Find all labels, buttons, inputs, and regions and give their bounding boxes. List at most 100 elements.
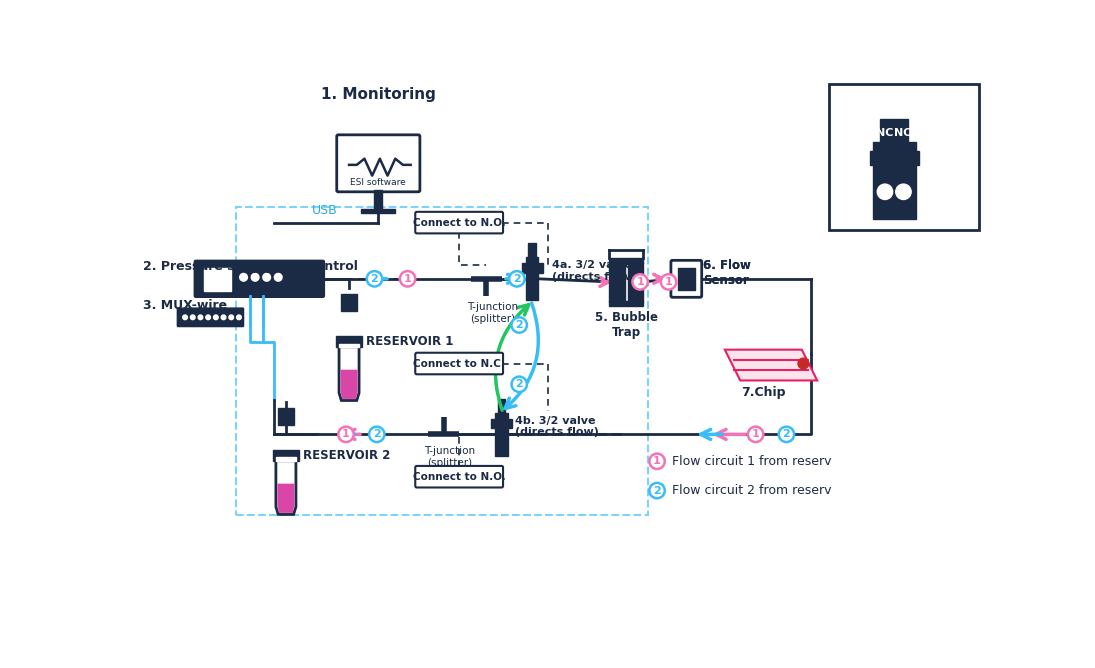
Text: USB: USB bbox=[312, 204, 337, 217]
Text: 2: 2 bbox=[516, 379, 523, 389]
Bar bbox=[869, 151, 919, 165]
Circle shape bbox=[633, 274, 648, 290]
Text: 7.Chip: 7.Chip bbox=[741, 385, 785, 399]
Circle shape bbox=[369, 427, 384, 442]
Text: 1. Monitoring: 1. Monitoring bbox=[321, 87, 436, 102]
Bar bbox=[880, 119, 908, 142]
Text: 2: 2 bbox=[654, 486, 661, 496]
Circle shape bbox=[779, 427, 794, 442]
FancyBboxPatch shape bbox=[194, 261, 324, 297]
Circle shape bbox=[509, 271, 525, 287]
Text: 1: 1 bbox=[342, 430, 349, 440]
FancyBboxPatch shape bbox=[671, 261, 702, 297]
Text: 1: 1 bbox=[665, 277, 672, 287]
Bar bbox=[336, 336, 362, 347]
Circle shape bbox=[198, 315, 203, 319]
Text: Flow circuit 1 from reserv: Flow circuit 1 from reserv bbox=[672, 455, 832, 468]
Bar bbox=[521, 263, 528, 273]
Text: 2: 2 bbox=[514, 274, 521, 284]
Circle shape bbox=[237, 315, 241, 319]
Text: 2. Pressure supply and control: 2. Pressure supply and control bbox=[143, 260, 358, 273]
Bar bbox=[529, 243, 537, 257]
Bar bbox=[829, 84, 979, 230]
Bar bbox=[497, 399, 506, 413]
Circle shape bbox=[896, 184, 911, 200]
Circle shape bbox=[240, 273, 247, 281]
Text: 1: 1 bbox=[636, 277, 644, 287]
Circle shape bbox=[275, 273, 283, 281]
Circle shape bbox=[191, 315, 195, 319]
Bar bbox=[609, 301, 643, 306]
Polygon shape bbox=[276, 460, 296, 514]
Circle shape bbox=[183, 315, 187, 319]
FancyArrowPatch shape bbox=[496, 305, 529, 410]
Bar bbox=[873, 142, 915, 218]
Bar bbox=[491, 419, 497, 428]
Bar bbox=[361, 208, 395, 213]
Text: Flow circuit 2 from reserv: Flow circuit 2 from reserv bbox=[672, 484, 832, 497]
Text: 2: 2 bbox=[373, 430, 381, 440]
Text: 6. Flow
Sensor: 6. Flow Sensor bbox=[703, 259, 751, 287]
Text: NC: NC bbox=[876, 128, 894, 138]
Bar bbox=[278, 408, 293, 425]
Text: Connect to N.C.: Connect to N.C. bbox=[413, 359, 505, 369]
Circle shape bbox=[263, 273, 270, 281]
FancyBboxPatch shape bbox=[415, 353, 503, 374]
Text: 3. MUX-wire: 3. MUX-wire bbox=[143, 299, 228, 312]
Bar bbox=[495, 413, 508, 456]
Circle shape bbox=[649, 454, 665, 469]
Text: 1: 1 bbox=[404, 274, 412, 284]
FancyBboxPatch shape bbox=[415, 466, 503, 488]
Polygon shape bbox=[277, 484, 295, 513]
Polygon shape bbox=[339, 347, 359, 401]
Circle shape bbox=[229, 315, 233, 319]
Circle shape bbox=[511, 377, 527, 392]
Text: 1: 1 bbox=[654, 456, 661, 466]
FancyBboxPatch shape bbox=[337, 135, 419, 192]
Bar bbox=[678, 268, 695, 290]
Bar bbox=[527, 257, 539, 301]
Text: T-junction
(splitter): T-junction (splitter) bbox=[466, 302, 518, 323]
Bar bbox=[537, 263, 543, 273]
Circle shape bbox=[221, 315, 226, 319]
Bar bbox=[374, 190, 382, 211]
Text: 5. Bubble
Trap: 5. Bubble Trap bbox=[595, 311, 658, 339]
Text: 4b. 3/2 valve
(directs flow): 4b. 3/2 valve (directs flow) bbox=[516, 416, 599, 438]
Bar bbox=[609, 262, 625, 302]
Circle shape bbox=[214, 315, 218, 319]
Bar bbox=[204, 268, 231, 291]
FancyArrowPatch shape bbox=[505, 303, 539, 408]
Text: 2: 2 bbox=[516, 320, 523, 330]
Bar bbox=[627, 262, 643, 302]
Bar bbox=[273, 450, 299, 460]
Text: Connect to N.O.: Connect to N.O. bbox=[413, 472, 506, 482]
Circle shape bbox=[206, 315, 210, 319]
Bar bbox=[609, 258, 643, 263]
Circle shape bbox=[251, 273, 258, 281]
Text: NO: NO bbox=[895, 128, 913, 138]
Polygon shape bbox=[725, 349, 817, 381]
Circle shape bbox=[511, 317, 527, 333]
FancyBboxPatch shape bbox=[177, 308, 243, 327]
Text: 2: 2 bbox=[783, 430, 791, 440]
Text: 2: 2 bbox=[370, 274, 379, 284]
Bar bbox=[339, 343, 359, 347]
Text: 6. Flow
Sensor: 6. Flow Sensor bbox=[703, 259, 751, 287]
Circle shape bbox=[400, 271, 415, 287]
Bar bbox=[235, 207, 648, 515]
Bar bbox=[276, 458, 296, 460]
Circle shape bbox=[338, 427, 354, 442]
Circle shape bbox=[748, 427, 763, 442]
Bar bbox=[506, 419, 512, 428]
Bar bbox=[140, 80, 982, 534]
Bar bbox=[342, 294, 357, 311]
Text: T-junction
(splitter): T-junction (splitter) bbox=[425, 446, 475, 468]
Circle shape bbox=[661, 274, 677, 290]
Text: 1: 1 bbox=[752, 430, 760, 440]
Text: ESI software: ESI software bbox=[350, 178, 406, 187]
Circle shape bbox=[367, 271, 382, 287]
Text: RESERVOIR 1: RESERVOIR 1 bbox=[366, 335, 453, 349]
Text: Connect to N.O.: Connect to N.O. bbox=[413, 218, 506, 228]
Polygon shape bbox=[341, 369, 358, 399]
Circle shape bbox=[798, 358, 809, 369]
